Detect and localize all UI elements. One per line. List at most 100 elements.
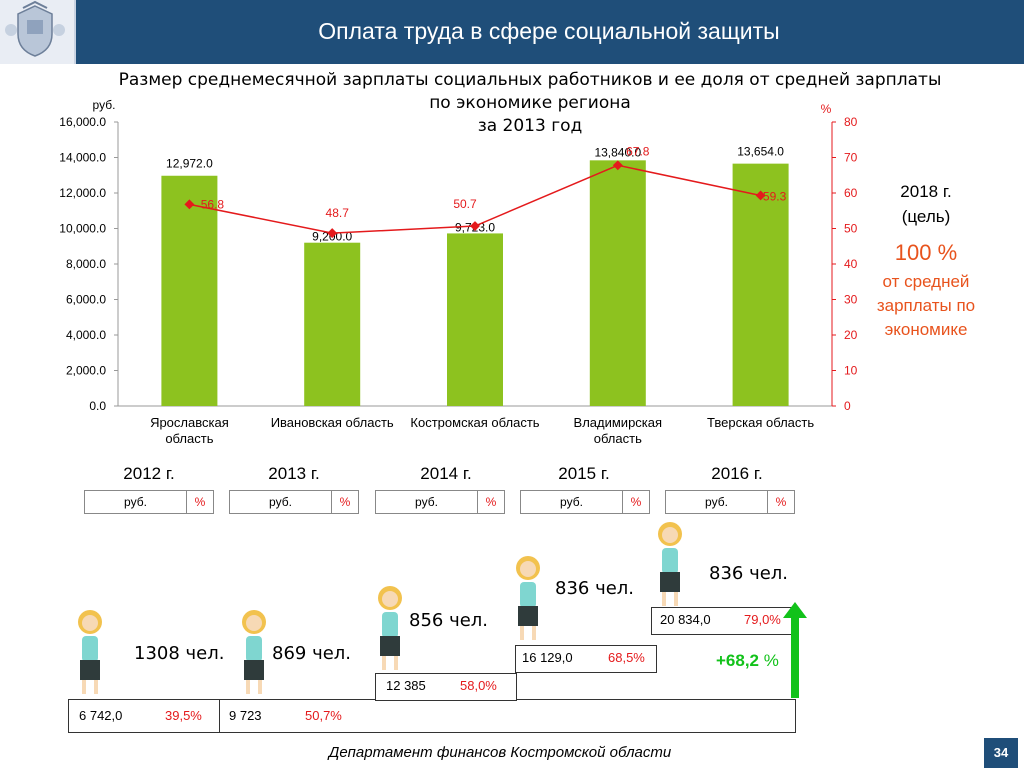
header-bar: Оплата труда в сфере социальной защиты	[0, 0, 1024, 64]
x-tick-label: Владимирская	[574, 415, 663, 430]
year-box-rub: руб.	[230, 491, 332, 513]
y-tick-label: 16,000.0	[59, 115, 106, 129]
people-count-2014: 856 чел.	[409, 610, 489, 631]
goal-year: 2018 г.	[900, 182, 952, 201]
percent-point	[184, 199, 195, 210]
growth-unit: %	[763, 651, 779, 670]
bar	[732, 163, 789, 406]
percent-label: 48.7	[326, 206, 350, 220]
social-worker-figure-icon	[378, 586, 402, 670]
social-worker-figure-icon	[78, 610, 102, 694]
step-value: 16 129,0	[522, 650, 573, 665]
goal-line-3: экономике	[884, 320, 968, 339]
year-label-2014: 2014 г.	[420, 464, 472, 483]
step-percent: 79,0%	[744, 612, 781, 627]
y2-tick-label: 0	[844, 399, 851, 413]
percent-label: 50.7	[453, 197, 477, 211]
y2-tick-label: 20	[844, 328, 858, 342]
x-tick-label: область	[165, 431, 213, 446]
growth-arrow-icon	[783, 602, 807, 698]
year-box-rub: руб.	[666, 491, 768, 513]
step-2016: 20 834,0 79,0%	[651, 607, 795, 635]
step-value: 12 385	[386, 678, 426, 693]
step-2015: 16 129,0 68,5%	[515, 645, 657, 673]
x-tick-label: Ивановская область	[271, 415, 394, 430]
year-box-rub: руб.	[85, 491, 187, 513]
step-2012: 6 742,0 39,5% 9 723 50,7%	[68, 699, 796, 733]
goal-line-2: зарплаты по	[876, 296, 976, 315]
y2-tick-label: 70	[844, 151, 858, 165]
growth-number: +68,2	[716, 651, 760, 670]
year-label-2016: 2016 г.	[711, 464, 763, 483]
page-number: 34	[984, 738, 1018, 768]
page-title: Оплата труда в сфере социальной защиты	[318, 18, 780, 44]
people-count-2012: 1308 чел.	[134, 643, 225, 664]
bar-value-label: 13,840.0	[594, 145, 641, 159]
step-value: 6 742,0	[79, 708, 123, 723]
year-box-2013: руб. %	[229, 490, 359, 514]
year-box-2015: руб. %	[520, 490, 650, 514]
x-tick-label: область	[594, 431, 642, 446]
percent-point	[612, 160, 623, 171]
year-box-pct: %	[194, 495, 206, 509]
step-percent: 50,7%	[305, 708, 342, 723]
coat-of-arms-icon	[0, 0, 76, 64]
percent-label: 56.8	[201, 197, 225, 211]
x-tick-label: Тверская область	[707, 415, 814, 430]
social-worker-figure-icon	[658, 522, 682, 606]
y2-tick-label: 60	[844, 186, 858, 200]
step-value: 20 834,0	[660, 612, 711, 627]
year-label-2015: 2015 г.	[558, 464, 610, 483]
y-tick-label: 12,000.0	[59, 186, 106, 200]
social-worker-figure-icon	[242, 610, 266, 694]
y-tick-label: 4,000.0	[66, 328, 106, 342]
year-box-2012: руб. %	[84, 490, 214, 514]
step-percent: 68,5%	[608, 650, 645, 665]
y-tick-label: 14,000.0	[59, 151, 106, 165]
chart-subtitle: Размер среднемесячной зарплаты социальны…	[60, 69, 1000, 138]
percent-label: 59.3	[763, 189, 787, 203]
subtitle-line-1: Размер среднемесячной зарплаты социальны…	[118, 70, 942, 90]
step-2014: 12 385 58,0%	[375, 673, 517, 701]
bar-value-label: 12,972.0	[166, 157, 213, 171]
step-percent: 39,5%	[165, 708, 202, 723]
goal-line-1: от средней	[882, 272, 970, 291]
y2-tick-label: 30	[844, 293, 858, 307]
step-value: 9 723	[229, 708, 262, 723]
year-box-pct: %	[630, 495, 642, 509]
x-tick-label: Ярославская	[150, 415, 229, 430]
y2-axis-label: %	[821, 102, 832, 116]
percent-label: 67.8	[626, 144, 650, 158]
y-tick-label: 6,000.0	[66, 293, 106, 307]
year-box-pct: %	[485, 495, 497, 509]
year-box-rub: руб.	[376, 491, 478, 513]
people-count-2016: 836 чел.	[709, 563, 789, 584]
year-box-2014: руб. %	[375, 490, 505, 514]
y-axis-label: руб.	[93, 98, 116, 112]
social-worker-figure-icon	[516, 556, 540, 640]
year-label-2012: 2012 г.	[123, 464, 175, 483]
percent-point	[327, 228, 338, 239]
bar	[161, 175, 218, 406]
people-count-2013: 869 чел.	[272, 643, 352, 664]
x-tick-label: Костромская область	[410, 415, 539, 430]
y2-tick-label: 80	[844, 115, 858, 129]
salary-chart: 0.0 2,000.0 4,000.0 6,000.0 8,000.0 10,000.0 1…	[59, 98, 858, 446]
bar	[447, 233, 503, 406]
y2-tick-label: 40	[844, 257, 858, 271]
year-box-rub: руб.	[521, 491, 623, 513]
footer-text: Департамент финансов Костромской области	[328, 744, 672, 761]
percent-point	[755, 190, 766, 201]
bar-value-label: 13,654.0	[737, 145, 784, 159]
percent-point	[470, 221, 480, 231]
y-tick-label: 2,000.0	[66, 364, 106, 378]
y-tick-label: 0.0	[89, 399, 106, 413]
people-count-2015: 836 чел.	[555, 578, 635, 599]
y-tick-label: 10,000.0	[59, 222, 106, 236]
y-tick-label: 8,000.0	[66, 257, 106, 271]
subtitle-line-3: за 2013 год	[477, 116, 583, 136]
year-box-pct: %	[339, 495, 351, 509]
y2-tick-label: 10	[844, 364, 858, 378]
y2-tick-label: 50	[844, 222, 858, 236]
step-percent: 58,0%	[460, 678, 497, 693]
